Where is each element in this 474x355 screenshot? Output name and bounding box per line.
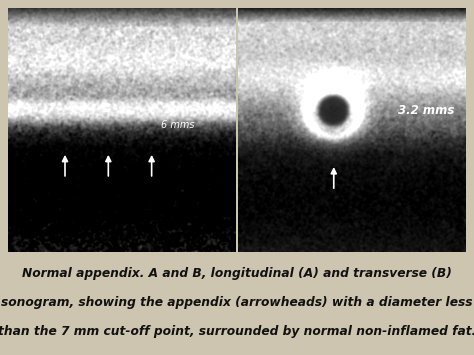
Text: Normal appendix. A and B, longitudinal (A) and transverse (B): Normal appendix. A and B, longitudinal (…	[22, 267, 452, 280]
Text: sonogram, showing the appendix (arrowheads) with a diameter less: sonogram, showing the appendix (arrowhea…	[1, 296, 473, 309]
Text: 3.2 mms: 3.2 mms	[398, 104, 455, 117]
Text: 6 mms: 6 mms	[162, 120, 195, 130]
Text: than the 7 mm cut-off point, surrounded by normal non-inflamed fat.: than the 7 mm cut-off point, surrounded …	[0, 325, 474, 338]
